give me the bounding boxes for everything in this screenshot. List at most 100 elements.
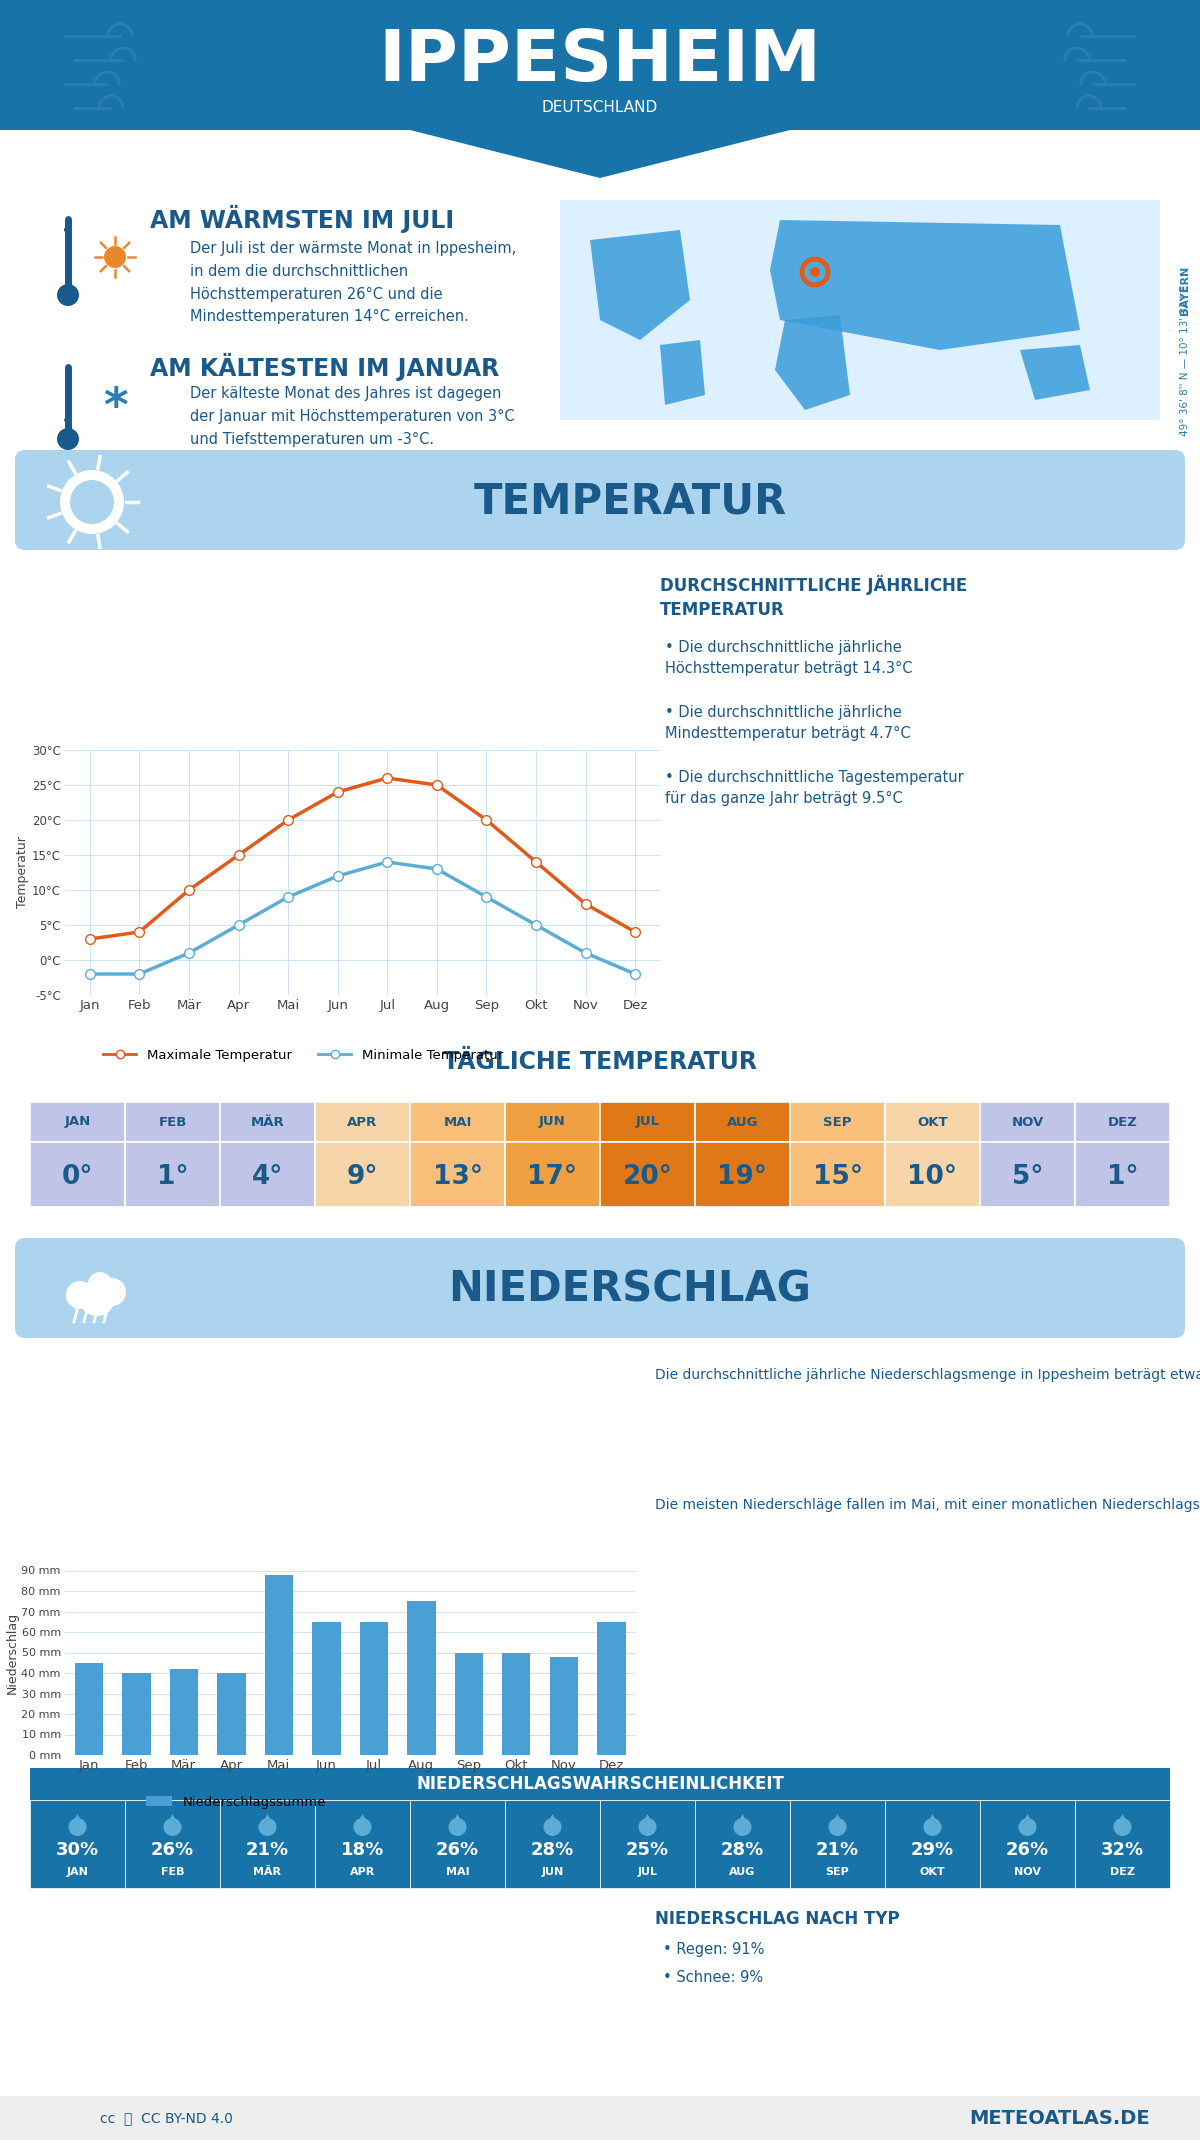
Bar: [790, 1102, 886, 1143]
Text: 1°: 1°: [1106, 1164, 1139, 1190]
Polygon shape: [830, 1815, 845, 1828]
Text: TÄGLICHE TEMPERATUR: TÄGLICHE TEMPERATUR: [443, 1051, 757, 1074]
Bar: [600, 1143, 695, 1207]
Bar: [314, 1102, 410, 1143]
Bar: [217, 1673, 246, 1755]
Polygon shape: [770, 220, 1080, 351]
Circle shape: [60, 471, 124, 535]
Bar: [560, 199, 1160, 419]
Text: JAN: JAN: [65, 1115, 91, 1128]
Text: OKT: OKT: [919, 1866, 946, 1877]
Text: MÄR: MÄR: [253, 1866, 282, 1877]
Bar: [0, 0, 1200, 131]
Circle shape: [810, 268, 820, 276]
Text: JUN: JUN: [541, 1866, 564, 1877]
Text: 20°: 20°: [623, 1164, 672, 1190]
Bar: [505, 1102, 600, 1143]
Bar: [598, 1622, 625, 1755]
Bar: [502, 1652, 530, 1755]
Text: 5°: 5°: [1012, 1164, 1043, 1190]
Circle shape: [258, 1819, 276, 1836]
Text: • Die durchschnittliche jährliche
Höchsttemperatur beträgt 14.3°C: • Die durchschnittliche jährliche Höchst…: [665, 640, 912, 676]
Bar: [30, 1768, 1170, 1800]
Bar: [695, 1102, 790, 1143]
Bar: [410, 1800, 505, 1887]
Bar: [220, 1102, 314, 1143]
FancyBboxPatch shape: [14, 1239, 1186, 1338]
Text: AM WÄRMSTEN IM JULI: AM WÄRMSTEN IM JULI: [150, 205, 454, 233]
Text: OKT: OKT: [917, 1115, 948, 1128]
Text: JAN: JAN: [66, 1866, 89, 1877]
Bar: [407, 1601, 436, 1755]
Y-axis label: Niederschlag: Niederschlag: [6, 1611, 19, 1693]
Text: • Die durchschnittliche Tagestemperatur
für das ganze Jahr beträgt 9.5°C: • Die durchschnittliche Tagestemperatur …: [665, 770, 964, 807]
Polygon shape: [546, 1815, 559, 1828]
Bar: [30, 1143, 125, 1207]
Text: 29%: 29%: [911, 1840, 954, 1860]
Text: Der Juli ist der wärmste Monat in Ippesheim,
in dem die durchschnittlichen
Höchs: Der Juli ist der wärmste Monat in Ippesh…: [190, 242, 516, 325]
Polygon shape: [775, 315, 850, 411]
Text: • Regen: 91%: • Regen: 91%: [662, 1941, 764, 1956]
Circle shape: [924, 1819, 942, 1836]
Text: 9°: 9°: [347, 1164, 378, 1190]
Bar: [312, 1622, 341, 1755]
Bar: [790, 1143, 886, 1207]
Polygon shape: [925, 1815, 940, 1828]
Circle shape: [66, 1282, 94, 1310]
Polygon shape: [660, 340, 706, 404]
Polygon shape: [260, 1815, 275, 1828]
Bar: [886, 1102, 980, 1143]
Text: 26%: 26%: [1006, 1840, 1049, 1860]
Text: JUL: JUL: [636, 1115, 660, 1128]
Text: 15°: 15°: [812, 1164, 863, 1190]
Polygon shape: [166, 1815, 180, 1828]
FancyBboxPatch shape: [14, 449, 1186, 550]
Text: APR: APR: [347, 1115, 378, 1128]
Bar: [886, 1143, 980, 1207]
Text: BAYERN: BAYERN: [1180, 265, 1190, 315]
Circle shape: [828, 1819, 846, 1836]
Polygon shape: [736, 1815, 750, 1828]
Bar: [505, 1143, 600, 1207]
Text: Der kälteste Monat des Jahres ist dagegen
der Januar mit Höchsttemperaturen von : Der kälteste Monat des Jahres ist dagege…: [190, 385, 515, 447]
Text: NOV: NOV: [1012, 1115, 1044, 1128]
Text: 19°: 19°: [718, 1164, 768, 1190]
Text: *: *: [103, 385, 127, 430]
Text: 26%: 26%: [151, 1840, 194, 1860]
Text: 13°: 13°: [432, 1164, 482, 1190]
Bar: [550, 1656, 578, 1755]
Text: 10°: 10°: [907, 1164, 958, 1190]
Text: APR: APR: [350, 1866, 376, 1877]
Text: NIEDERSCHLAGSWAHRSCHEINLICHKEIT: NIEDERSCHLAGSWAHRSCHEINLICHKEIT: [416, 1774, 784, 1793]
Bar: [122, 1673, 150, 1755]
Bar: [695, 1143, 790, 1207]
Text: NIEDERSCHLAG: NIEDERSCHLAG: [449, 1269, 811, 1312]
Text: DURCHSCHNITTLICHE JÄHRLICHE
TEMPERATUR: DURCHSCHNITTLICHE JÄHRLICHE TEMPERATUR: [660, 576, 967, 618]
Text: MAI: MAI: [445, 1866, 469, 1877]
Bar: [220, 1143, 314, 1207]
Bar: [410, 1143, 505, 1207]
Text: 25%: 25%: [626, 1840, 670, 1860]
Polygon shape: [641, 1815, 654, 1828]
Bar: [695, 1800, 790, 1887]
Circle shape: [638, 1819, 656, 1836]
Polygon shape: [410, 0, 790, 178]
Text: 21%: 21%: [246, 1840, 289, 1860]
Bar: [455, 1652, 482, 1755]
Bar: [30, 1102, 125, 1143]
Bar: [1075, 1102, 1170, 1143]
Circle shape: [733, 1819, 751, 1836]
Text: TEMPERATUR: TEMPERATUR: [473, 482, 787, 522]
Bar: [314, 1800, 410, 1887]
Bar: [264, 1575, 293, 1755]
Text: DEUTSCHLAND: DEUTSCHLAND: [542, 101, 658, 116]
Bar: [600, 1102, 695, 1143]
Bar: [360, 1622, 388, 1755]
Bar: [600, 1800, 695, 1887]
Text: 18%: 18%: [341, 1840, 384, 1860]
Text: 30%: 30%: [56, 1840, 100, 1860]
Bar: [220, 1800, 314, 1887]
Text: 4°: 4°: [252, 1164, 283, 1190]
Circle shape: [58, 285, 79, 306]
Text: 28%: 28%: [530, 1840, 574, 1860]
